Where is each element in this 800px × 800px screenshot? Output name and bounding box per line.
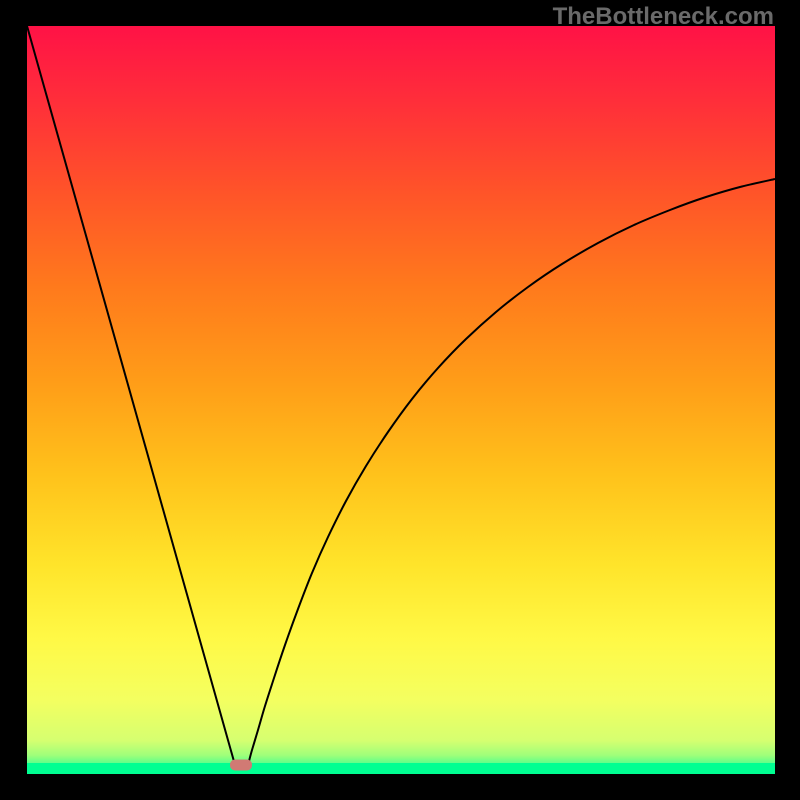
chart-root: TheBottleneck.com	[0, 0, 800, 800]
watermark-text: TheBottleneck.com	[553, 3, 774, 31]
plot-area	[27, 26, 775, 774]
minimum-marker	[230, 760, 252, 771]
plot-bottom-green-band	[27, 763, 775, 774]
plot-gradient-background	[27, 26, 775, 774]
